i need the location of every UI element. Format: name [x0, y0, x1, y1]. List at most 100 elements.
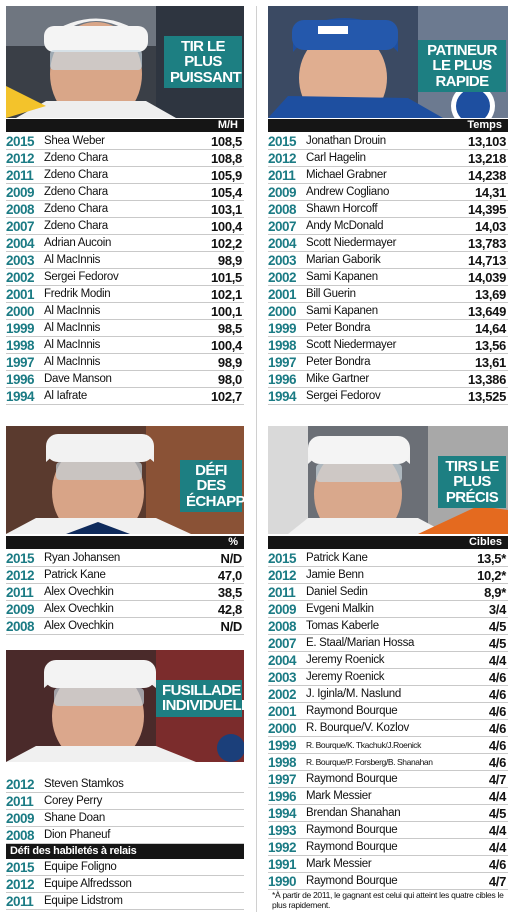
row-value: 98,9: [217, 354, 242, 370]
row-value: 4/6: [488, 856, 506, 872]
row-year: 2004: [268, 235, 297, 251]
row-year: 1997: [6, 354, 35, 370]
row-value: 100,4: [210, 218, 242, 234]
row-value: N/D: [220, 618, 243, 634]
row-value: 4/4: [488, 839, 506, 855]
row-value: 108,8: [210, 150, 242, 166]
table-row: 2002 Sergei Fedorov 101,5: [6, 269, 244, 286]
row-year: 2008: [6, 827, 35, 843]
row-name: Dion Phaneuf: [44, 829, 111, 841]
table-row: 2007 E. Staal/Marian Hossa 4/5: [268, 635, 508, 652]
row-year: 2012: [6, 150, 35, 166]
row-year: 2011: [6, 584, 34, 600]
shootout-table: 2012 Steven Stamkos 2011 Corey Perry 2009 Sha…: [6, 776, 244, 910]
row-name: Evgeni Malkin: [306, 603, 374, 615]
breakaway-photo: [6, 426, 244, 534]
row-year: 2008: [268, 201, 297, 217]
table-row: 2015 Shea Weber 108,5: [6, 133, 244, 150]
row-name: Équipe Foligno: [44, 861, 117, 873]
row-name: Marian Gaborik: [306, 254, 381, 266]
relay-subheader: Défi des habiletés à relais: [6, 844, 244, 859]
row-name: Zdeno Chara: [44, 203, 108, 215]
row-year: 2001: [268, 703, 297, 719]
row-name: Zdeno Chara: [44, 220, 108, 232]
table-row: 1994 Sergei Fedorov 13,525: [268, 388, 508, 405]
row-value: 100,1: [210, 303, 242, 319]
accuracy-photo: [268, 426, 508, 534]
row-year: 1998: [6, 337, 35, 353]
table-row: 1996 Dave Manson 98,0: [6, 371, 244, 388]
row-value: 4/6: [488, 669, 506, 685]
table-row: 2011 Équipe Lidstrom: [6, 893, 244, 910]
row-name: Brendan Shanahan: [306, 807, 401, 819]
row-value: 14,395: [468, 201, 506, 217]
row-name: Shawn Horcoff: [306, 203, 378, 215]
relay-table: 2015 Équipe Foligno 2012 Équipe Alfredsson 2…: [6, 859, 244, 910]
row-year: 2002: [6, 269, 35, 285]
table-row: 1998 R. Bourque/P. Forsberg/B. Shanahan 4/…: [268, 754, 508, 771]
row-value: 42,8: [217, 601, 242, 617]
row-value: 108,5: [210, 133, 242, 149]
row-year: 2015: [6, 859, 35, 875]
row-name: Steven Stamkos: [44, 778, 124, 790]
row-value: 10,2*: [477, 567, 506, 583]
row-name: Zdeno Chara: [44, 186, 108, 198]
row-year: 1997: [268, 354, 297, 370]
row-name: Mike Gartner: [306, 373, 369, 385]
row-year: 2015: [6, 550, 35, 566]
table-row: 1998 Scott Niedermayer 13,56: [268, 337, 508, 354]
row-value: 13,386: [468, 371, 506, 387]
table-row: 2004 Jeremy Roenick 4/4: [268, 652, 508, 669]
row-name: Dave Manson: [44, 373, 112, 385]
row-value: 14,039: [468, 269, 506, 285]
row-year: 2011: [268, 584, 296, 600]
row-value: 101,5: [210, 269, 242, 285]
row-year: 2011: [6, 793, 34, 809]
breakaway-title: DÉFI DES ÉCHAPPÉS: [180, 460, 244, 512]
row-value: 13,218: [468, 150, 506, 166]
table-row: 1996 Mike Gartner 13,386: [268, 371, 508, 388]
row-name: Al MacInnis: [44, 254, 101, 266]
row-value: 103,1: [210, 201, 242, 217]
row-value: 98,5: [217, 320, 242, 336]
hardest-shot-title: TIR LE PLUS PUISSANT: [164, 36, 242, 88]
row-name: Jamie Benn: [306, 569, 364, 581]
row-name: Mark Messier: [306, 858, 372, 870]
row-year: 2009: [6, 601, 35, 617]
table-row: 2009 Alex Ovechkin 42,8: [6, 601, 244, 618]
row-year: 2000: [268, 303, 297, 319]
row-name: Shea Weber: [44, 135, 105, 147]
row-year: 1991: [268, 856, 297, 872]
table-row: 1994 Brendan Shanahan 4/5: [268, 805, 508, 822]
row-name: Mark Messier: [306, 790, 372, 802]
row-year: 2007: [6, 218, 35, 234]
row-value: 98,9: [217, 252, 242, 268]
row-name: Carl Hagelin: [306, 152, 366, 164]
accuracy-title: TIRS LE PLUS PRÉCIS: [438, 456, 506, 508]
table-row: 1991 Mark Messier 4/6: [268, 856, 508, 873]
table-row: 2012 Carl Hagelin 13,218: [268, 150, 508, 167]
row-name: Patrick Kane: [306, 552, 368, 564]
row-value: 4/7: [488, 771, 506, 787]
row-value: 8,9*: [484, 584, 506, 600]
row-name: Jeremy Roenick: [306, 654, 385, 666]
row-year: 1996: [268, 788, 297, 804]
row-value: 13,5*: [477, 550, 506, 566]
table-row: 2015 Jonathan Drouin 13,103: [268, 133, 508, 150]
breakaway-table: 2015 Ryan Johansen N/D 2012 Patrick Kane 47,0…: [6, 550, 244, 635]
row-name: Peter Bondra: [306, 356, 371, 368]
row-year: 2002: [268, 686, 297, 702]
table-row: 1993 Raymond Bourque 4/4: [268, 822, 508, 839]
row-name: Sami Kapanen: [306, 271, 378, 283]
table-row: 2001 Raymond Bourque 4/6: [268, 703, 508, 720]
accuracy-table: 2015 Patrick Kane 13,5* 2012 Jamie Benn 10,2*…: [268, 550, 508, 890]
row-year: 1999: [268, 320, 297, 336]
row-value: 102,1: [210, 286, 242, 302]
table-row: 2008 Zdeno Chara 103,1: [6, 201, 244, 218]
table-row: 2009 Shane Doan: [6, 810, 244, 827]
row-value: 105,4: [210, 184, 242, 200]
accuracy-panel: TIRS LE PLUS PRÉCIS Cibles 2015 Patrick K…: [268, 426, 508, 916]
row-name: Adrian Aucoin: [44, 237, 112, 249]
row-name: Sergei Fedorov: [306, 390, 381, 402]
table-row: 1999 Peter Bondra 14,64: [268, 320, 508, 337]
